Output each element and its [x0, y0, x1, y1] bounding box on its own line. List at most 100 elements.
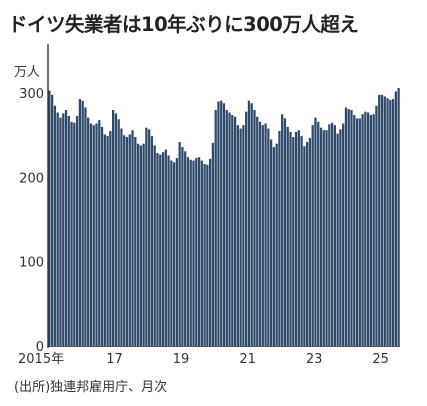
bar [225, 110, 228, 346]
bar [178, 142, 181, 346]
bar [195, 158, 198, 346]
bar [184, 151, 187, 346]
bar [114, 113, 118, 347]
bar [217, 101, 220, 346]
bar [325, 130, 328, 346]
bar [200, 160, 203, 346]
bar [250, 103, 253, 346]
bar [139, 145, 142, 346]
y-tick-labels: 0 100 200 300 [19, 87, 44, 355]
bar [87, 117, 90, 346]
bar [123, 135, 126, 346]
bar [330, 122, 334, 346]
bar [386, 98, 389, 346]
bar [242, 125, 245, 346]
bar [228, 112, 231, 346]
bar [103, 134, 106, 346]
bar [292, 136, 295, 346]
bar [261, 125, 264, 346]
bar [170, 160, 173, 346]
bar [342, 123, 345, 347]
bar [303, 146, 306, 346]
bar [372, 114, 375, 347]
bar [214, 110, 217, 346]
bar [281, 114, 284, 347]
bar [336, 133, 339, 346]
chart-title: ドイツ失業者は10年ぶりに300万人超え [8, 13, 359, 36]
y-tick-label: 200 [19, 171, 44, 186]
bar [220, 100, 223, 346]
bar [272, 147, 276, 346]
bar [117, 119, 120, 347]
bar [256, 116, 259, 347]
bar [211, 142, 215, 346]
bar [136, 143, 140, 346]
bar [189, 159, 192, 346]
x-tick-label: 25 [372, 352, 389, 367]
bar [75, 115, 79, 347]
bar [294, 131, 298, 346]
bar [306, 142, 309, 346]
bar [112, 110, 115, 346]
bar [278, 131, 281, 346]
bar [297, 130, 300, 346]
bar [92, 125, 95, 346]
bar [175, 158, 179, 346]
bar [106, 136, 109, 346]
bar [311, 125, 314, 346]
bar [286, 126, 289, 346]
y-tick-label: 0 [36, 340, 44, 355]
bar [186, 157, 190, 346]
bar [81, 100, 84, 346]
bar [100, 126, 104, 346]
source-note: (出所)独連邦雇用庁、月次 [14, 380, 168, 395]
y-tick-label: 300 [19, 87, 44, 102]
bar [347, 109, 350, 346]
bar [62, 113, 65, 347]
bar [245, 111, 248, 346]
bar [167, 155, 170, 346]
bar [95, 123, 98, 347]
bar [258, 121, 262, 346]
bar [53, 105, 57, 346]
bar [231, 115, 234, 346]
bar [131, 130, 134, 346]
bar [358, 118, 361, 347]
bar [397, 88, 400, 346]
x-tick-label: 17 [106, 352, 123, 367]
bar [142, 143, 145, 346]
bar [192, 160, 195, 346]
bar [375, 105, 378, 346]
x-tick-label: 23 [306, 352, 323, 367]
bar [120, 128, 123, 346]
bar [78, 99, 82, 346]
bar [197, 157, 201, 346]
bar [239, 128, 242, 346]
bar [109, 131, 112, 346]
bar [150, 136, 154, 346]
bar [148, 129, 151, 346]
bar [267, 128, 270, 346]
bar [247, 100, 251, 346]
bar [333, 125, 336, 346]
bar [344, 107, 348, 346]
bar [236, 125, 239, 346]
bar [125, 136, 129, 346]
bar [339, 129, 342, 346]
bar [164, 149, 167, 346]
bar [98, 120, 101, 346]
bar [84, 107, 87, 346]
bar [300, 136, 303, 346]
bar [308, 137, 312, 346]
bar [48, 90, 51, 346]
bar [391, 99, 395, 346]
y-tick-label: 100 [19, 256, 44, 271]
bar [73, 122, 76, 346]
bar [389, 99, 392, 346]
bar [51, 94, 54, 346]
bar [145, 127, 148, 346]
bar [314, 117, 317, 346]
x-tick-label: 21 [239, 352, 256, 367]
bar [134, 136, 137, 346]
